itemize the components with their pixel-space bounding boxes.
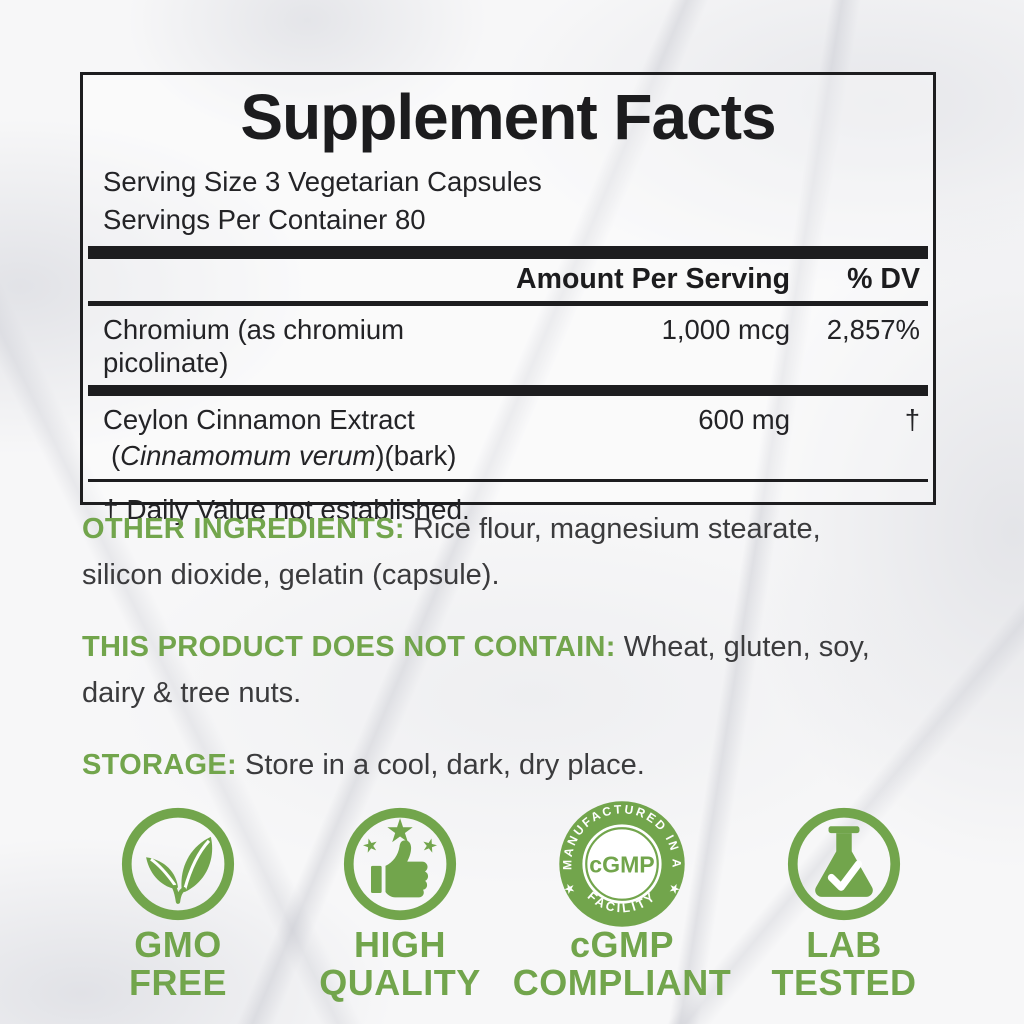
seal-center-text: cGMP (589, 851, 654, 877)
ingredient-amount: 600 mg (698, 404, 790, 435)
cgmp-seal-icon: MANUFACTURED IN A FACILITY ★ ★ cGMP (559, 801, 685, 927)
ingredient-name-latin: (Cinnamomum verum)(bark) (111, 440, 457, 471)
info-sections: OTHER INGREDIENTS: Rice flour, magnesium… (82, 506, 872, 814)
badge-high-quality: ★ ★ ★ HIGH QUALITY (289, 806, 511, 1002)
section-heading: OTHER INGREDIENTS: (82, 513, 405, 545)
badge-cgmp-compliant: MANUFACTURED IN A FACILITY ★ ★ cGMP cGMP… (511, 801, 733, 1003)
other-ingredients-section: OTHER INGREDIENTS: Rice flour, magnesium… (82, 506, 872, 598)
column-header-amount: Amount Per Serving (516, 263, 790, 295)
servings-per-container: Servings Per Container 80 (103, 203, 426, 235)
badge-lab-tested: LAB TESTED (733, 806, 955, 1002)
badge-label: GMO FREE (128, 924, 227, 1003)
badge-gmo-free: GMO FREE (67, 806, 289, 1002)
storage-section: STORAGE: Store in a cool, dark, dry plac… (82, 742, 872, 788)
star-icon: ★ (419, 833, 440, 858)
star-icon: ★ (360, 833, 381, 858)
ingredient-dv: † (904, 404, 920, 435)
gmo-free-leaf-icon (121, 807, 235, 921)
ingredient-name: Chromium (as chromium picolinate) (103, 314, 405, 378)
badge-label: cGMP COMPLIANT (512, 924, 732, 1003)
thumbs-up-stars-icon: ★ ★ ★ (343, 807, 457, 921)
star-icon: ★ (385, 812, 414, 849)
table-header-row: Amount Per Serving % DV (88, 259, 928, 301)
section-heading: STORAGE: (82, 749, 237, 781)
serving-info: Serving Size 3 Vegetarian Capsules Servi… (103, 163, 928, 238)
section-text: Store in a cool, dark, dry place. (236, 749, 645, 781)
panel-title: Supplement Facts (240, 81, 776, 153)
serving-size: Serving Size 3 Vegetarian Capsules (103, 166, 542, 197)
star-icon: ★ (561, 879, 578, 898)
section-heading: THIS PRODUCT DOES NOT CONTAIN: (82, 631, 616, 663)
does-not-contain-section: THIS PRODUCT DOES NOT CONTAIN: Wheat, gl… (82, 624, 872, 716)
daily-value-footnote: † Daily Value not established. (103, 494, 470, 525)
lab-flask-icon (787, 807, 901, 921)
section-text: Wheat, gluten, soy, dairy & tree nuts. (82, 631, 870, 709)
supplement-facts-panel: Supplement Facts Serving Size 3 Vegetari… (80, 72, 936, 525)
divider-medium (88, 301, 928, 306)
table-row-cinnamon: Ceylon Cinnamon Extract (Cinnamomum veru… (88, 396, 928, 479)
badge-label: LAB TESTED (771, 924, 917, 1003)
badge-label: HIGH QUALITY (319, 924, 481, 1003)
ingredient-dv: 2,857% (826, 314, 920, 345)
column-header-dv: % DV (847, 263, 920, 295)
divider-thick (88, 246, 928, 259)
star-icon: ★ (666, 879, 683, 898)
ingredient-amount: 1,000 mcg (661, 314, 790, 345)
ingredient-name: Ceylon Cinnamon Extract (Cinnamomum veru… (103, 403, 500, 472)
ingredient-name-main: Ceylon Cinnamon Extract (103, 404, 415, 435)
section-text: Rice flour, magnesium stearate, silicon … (82, 513, 821, 591)
divider-thick (88, 385, 928, 396)
table-row-chromium: Chromium (as chromium picolinate) 1,000 … (88, 306, 928, 385)
divider-thin (88, 479, 928, 482)
badge-row: GMO FREE ★ ★ ★ HIGH QUALITY (67, 801, 955, 1003)
